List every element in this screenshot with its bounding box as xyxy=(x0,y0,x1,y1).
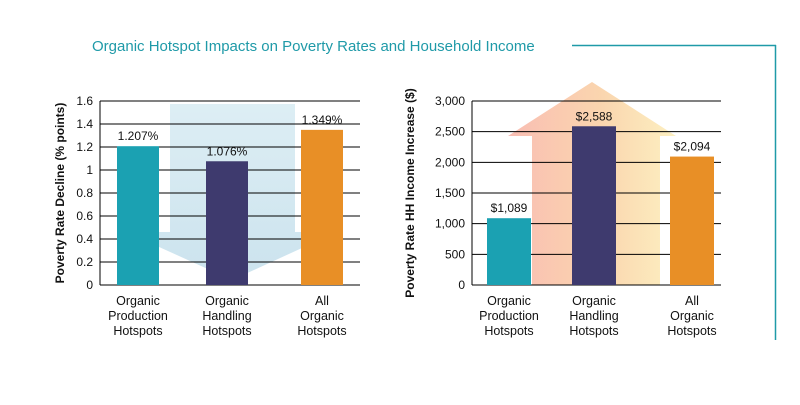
y-tick-label: 0 xyxy=(458,278,465,292)
y-tick-label: 1 xyxy=(86,163,93,177)
y-tick-label: 0.6 xyxy=(76,209,93,223)
household-income-increase-chart: 0 500 1,000 1,500 2,000 2,500 3,000 $1,089 Organ… xyxy=(403,88,721,338)
data-label: $2,094 xyxy=(674,140,711,154)
data-label: $2,588 xyxy=(576,109,613,123)
bar xyxy=(301,129,343,285)
poverty-rate-decline-chart: 00.20.40.60.811.21.41.61.207%OrganicProd… xyxy=(53,94,360,338)
bar xyxy=(117,146,159,285)
y-tick-label: 500 xyxy=(445,247,465,261)
page-title: Organic Hotspot Impacts on Poverty Rates… xyxy=(92,38,535,55)
data-label: 1.207% xyxy=(118,129,159,143)
bar xyxy=(487,218,531,285)
category-label: Hotspots xyxy=(202,324,251,338)
category-label: Organic xyxy=(670,309,714,323)
category-label: All xyxy=(315,294,329,308)
y-tick-label: 1,500 xyxy=(435,186,465,200)
category-label: Hotspots xyxy=(569,324,618,338)
category-label: Handling xyxy=(202,309,251,323)
category-label: Production xyxy=(479,309,539,323)
data-label: $1,089 xyxy=(491,201,528,215)
y-tick-label: 1.4 xyxy=(76,117,93,131)
y-tick-label: 2,000 xyxy=(435,155,465,169)
y-tick-label: 3,000 xyxy=(435,94,465,108)
y-tick-label: 0.4 xyxy=(76,232,93,246)
category-label: Organic xyxy=(572,294,616,308)
category-label: Handling xyxy=(569,309,618,323)
category-label: Organic xyxy=(116,294,160,308)
category-label: Hotspots xyxy=(484,324,533,338)
y-tick-label: 1.2 xyxy=(76,140,93,154)
category-label: All xyxy=(685,294,699,308)
category-label: Organic xyxy=(205,294,249,308)
category-label: Hotspots xyxy=(113,324,162,338)
y-tick-label: 1,000 xyxy=(435,217,465,231)
category-label: Organic xyxy=(300,309,344,323)
y-tick-label: 0.2 xyxy=(76,255,93,269)
data-label: 1.076% xyxy=(207,144,248,158)
category-label: Hotspots xyxy=(667,324,716,338)
y-tick-label: 0.8 xyxy=(76,186,93,200)
bar xyxy=(572,126,616,285)
category-label: Hotspots xyxy=(297,324,346,338)
bar xyxy=(670,156,714,285)
bar xyxy=(206,161,248,285)
data-label: 1.349% xyxy=(302,113,343,127)
y-tick-label: 2,500 xyxy=(435,125,465,139)
y-tick-label: 0 xyxy=(86,278,93,292)
y-axis-title: Poverty Rate Decline (% points) xyxy=(53,103,67,284)
category-label: Organic xyxy=(487,294,531,308)
y-tick-label: 1.6 xyxy=(76,94,93,108)
y-axis-title: Poverty Rate HH Income Increase ($) xyxy=(403,88,417,297)
category-label: Production xyxy=(108,309,168,323)
